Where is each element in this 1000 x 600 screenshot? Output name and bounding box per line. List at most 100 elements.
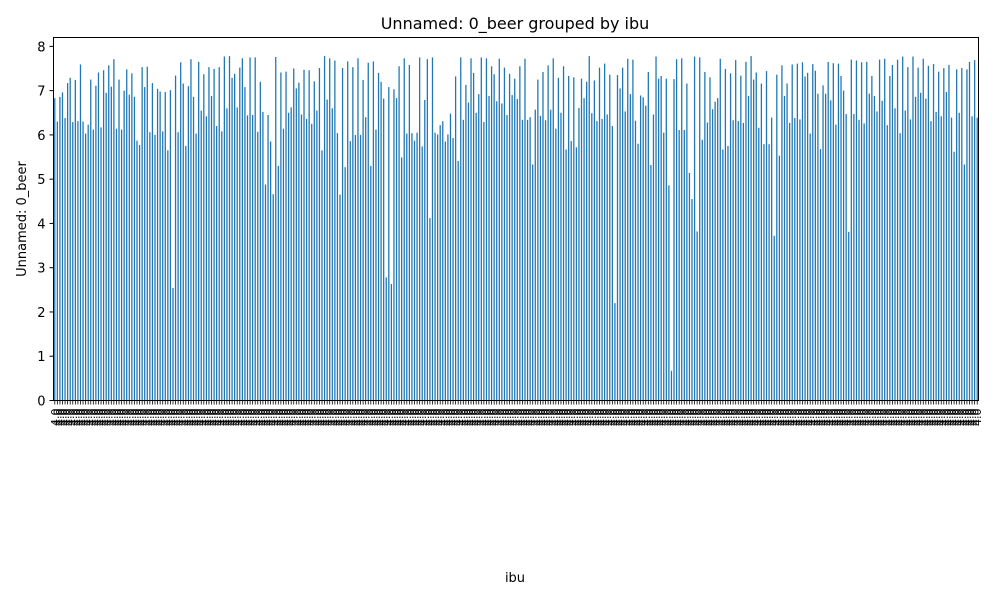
bar (177, 132, 179, 401)
bar (526, 119, 529, 401)
x-tick-label: 4.0 (516, 409, 529, 427)
x-tick-label: 4.0 (190, 409, 203, 427)
x-tick-label: 4.0 (763, 409, 776, 427)
x-tick-label: 4.0 (432, 409, 445, 427)
x-tick-label: 4.0 (866, 409, 879, 427)
x-tick-label: 4.0 (195, 409, 208, 427)
x-tick-label: 4.0 (830, 409, 843, 427)
x-tick-label: 4.0 (108, 409, 121, 427)
x-tick-label: 4.0 (799, 409, 812, 427)
x-tick-label: 4.0 (270, 409, 283, 427)
x-tick-label: 4.0 (437, 409, 450, 427)
bar (352, 67, 354, 401)
x-tick-label: 4.0 (784, 409, 797, 427)
x-tick-label: 4.0 (247, 409, 260, 427)
bar (681, 58, 683, 401)
bar (429, 218, 431, 401)
x-tick-label: 4.0 (732, 409, 745, 427)
x-tick-label: 4.0 (753, 409, 766, 427)
x-tick-label: 4.0 (349, 409, 362, 427)
bar (832, 63, 834, 401)
x-tick-label: 4.0 (272, 409, 285, 427)
x-tick-label: 4.0 (493, 409, 506, 427)
bar (236, 107, 238, 401)
bar (372, 61, 375, 401)
bar (575, 147, 578, 401)
y-tick-label: 1 (37, 350, 45, 365)
x-tick-label: 4.0 (861, 409, 874, 427)
x-tick-label: 4.0 (889, 409, 902, 427)
x-tick-label: 4.0 (594, 409, 607, 427)
x-tick-label: 4.0 (208, 409, 221, 427)
x-tick-label: 4.0 (136, 409, 149, 427)
x-tick-label: 4.0 (925, 409, 938, 427)
bar (164, 91, 166, 401)
x-tick-label: 4.0 (203, 409, 216, 427)
x-tick-label: 4.0 (730, 409, 743, 427)
bar (508, 73, 511, 401)
bar (958, 112, 960, 401)
bar (737, 121, 739, 401)
bar (604, 63, 606, 401)
x-axis: 4.04.04.04.04.04.04.04.04.04.04.04.04.04… (49, 400, 984, 427)
bar (262, 111, 264, 401)
bar (472, 72, 475, 401)
x-tick-label: 4.0 (324, 409, 337, 427)
x-tick-label: 4.0 (182, 409, 195, 427)
bar (950, 117, 953, 401)
x-tick-label: 4.0 (457, 409, 470, 427)
x-tick-label: 4.0 (506, 409, 519, 427)
x-tick-label: 4.0 (483, 409, 496, 427)
bar (228, 56, 231, 401)
x-tick-label: 4.0 (362, 409, 375, 427)
x-tick-label: 4.0 (540, 409, 553, 427)
x-tick-label: 4.0 (745, 409, 758, 427)
x-tick-label: 4.0 (781, 409, 794, 427)
x-tick-label: 4.0 (766, 409, 779, 427)
bar (347, 61, 349, 401)
bar (789, 122, 791, 401)
bar (812, 64, 814, 401)
x-tick-label: 4.0 (843, 409, 856, 427)
bar (516, 99, 518, 401)
x-tick-label: 4.0 (218, 409, 231, 427)
bar (758, 127, 760, 401)
bar (462, 119, 464, 401)
x-tick-label: 4.0 (164, 409, 177, 427)
bar (781, 65, 783, 401)
x-tick-label: 4.0 (876, 409, 889, 427)
bar (298, 82, 300, 401)
bar (336, 133, 339, 401)
bar (413, 140, 416, 401)
x-tick-label: 4.0 (609, 409, 622, 427)
bar (645, 105, 647, 401)
x-tick-label: 4.0 (257, 409, 270, 427)
x-tick-label: 4.0 (90, 409, 103, 427)
bar (457, 161, 459, 401)
x-tick-label: 4.0 (331, 409, 344, 427)
x-tick-label: 4.0 (668, 409, 681, 427)
x-tick-label: 4.0 (943, 409, 956, 427)
x-tick-label: 4.0 (776, 409, 789, 427)
x-tick-label: 4.0 (897, 409, 910, 427)
bar (460, 57, 462, 401)
bar (426, 59, 428, 401)
x-tick-label: 4.0 (686, 409, 699, 427)
x-tick-label: 4.0 (100, 409, 113, 427)
x-tick-label: 4.0 (491, 409, 504, 427)
x-tick-label: 4.0 (683, 409, 696, 427)
x-tick-label: 4.0 (126, 409, 139, 427)
bar (863, 123, 865, 401)
bar (740, 75, 742, 401)
x-tick-label: 4.0 (301, 409, 314, 427)
x-tick-label: 4.0 (77, 409, 90, 427)
bar (138, 145, 141, 401)
x-tick-label: 4.0 (421, 409, 434, 427)
x-tick-label: 4.0 (67, 409, 80, 427)
x-tick-label: 4.0 (244, 409, 257, 427)
bar (218, 67, 220, 401)
bar (619, 88, 621, 401)
bar (221, 131, 223, 401)
x-tick-label: 4.0 (87, 409, 100, 427)
x-tick-label: 4.0 (298, 409, 311, 427)
